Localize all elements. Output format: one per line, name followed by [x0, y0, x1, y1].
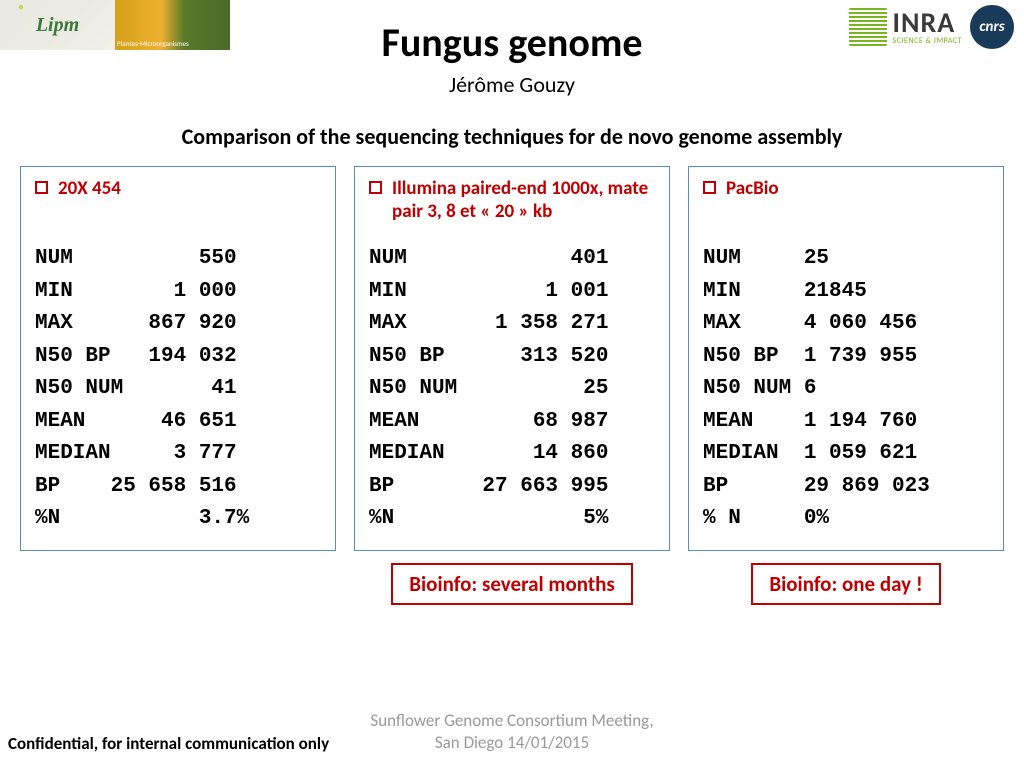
- panel-454: 20X 454 NUM 550 MIN 1 000 MAX 867 920 N5…: [20, 166, 336, 551]
- footer: Confidential, for internal communication…: [0, 710, 1024, 754]
- callout-spacer: [20, 563, 336, 605]
- header: Lipm Plantes-Microorganismes INRA SCIENC…: [0, 0, 1024, 105]
- callout-oneday: Bioinfo: one day !: [751, 563, 940, 605]
- panel-pacbio-title: PacBio: [726, 177, 779, 200]
- callout-months: Bioinfo: several months: [391, 563, 633, 605]
- bullet-icon: [703, 181, 716, 194]
- panel-454-stats: NUM 550 MIN 1 000 MAX 867 920 N50 BP 194…: [35, 243, 321, 536]
- panel-illumina: Illumina paired-end 1000x, mate pair 3, …: [354, 166, 670, 551]
- meeting-line1: Sunflower Genome Consortium Meeting,: [0, 710, 1024, 732]
- callouts-row: Bioinfo: several months Bioinfo: one day…: [0, 551, 1024, 605]
- panel-pacbio-title-row: PacBio: [703, 177, 989, 227]
- inra-logo: INRA SCIENCE & IMPACT: [849, 8, 962, 46]
- panel-illumina-title: Illumina paired-end 1000x, mate pair 3, …: [392, 177, 655, 223]
- subtitle: Comparison of the sequencing techniques …: [0, 123, 1024, 150]
- panel-454-title: 20X 454: [58, 177, 121, 200]
- panels-row: 20X 454 NUM 550 MIN 1 000 MAX 867 920 N5…: [0, 150, 1024, 551]
- panel-pacbio: PacBio NUM 25 MIN 21845 MAX 4 060 456 N5…: [688, 166, 1004, 551]
- lipm-logo: Lipm: [0, 0, 115, 50]
- inra-sub-text: SCIENCE & IMPACT: [893, 37, 962, 45]
- lipm-caption: Plantes-Microorganismes: [117, 39, 189, 48]
- logo-left-group: Lipm Plantes-Microorganismes: [0, 0, 230, 50]
- callout-wrap-2: Bioinfo: one day !: [688, 563, 1004, 605]
- bullet-icon: [35, 181, 48, 194]
- cnrs-text: cnrs: [979, 18, 1004, 36]
- inra-text-block: INRA SCIENCE & IMPACT: [893, 9, 962, 45]
- sunflower-image: Plantes-Microorganismes: [115, 0, 230, 50]
- inra-bars-icon: [849, 8, 887, 46]
- logo-right-group: INRA SCIENCE & IMPACT cnrs: [849, 5, 1014, 49]
- panel-illumina-title-row: Illumina paired-end 1000x, mate pair 3, …: [369, 177, 655, 227]
- author-name: Jérôme Gouzy: [0, 71, 1024, 98]
- confidential-notice: Confidential, for internal communication…: [8, 733, 329, 754]
- lipm-text: Lipm: [36, 14, 79, 37]
- panel-pacbio-stats: NUM 25 MIN 21845 MAX 4 060 456 N50 BP 1 …: [703, 243, 989, 536]
- callout-wrap-1: Bioinfo: several months: [354, 563, 670, 605]
- bullet-icon: [369, 181, 382, 194]
- inra-main-text: INRA: [893, 9, 962, 37]
- cnrs-logo: cnrs: [970, 5, 1014, 49]
- panel-illumina-stats: NUM 401 MIN 1 001 MAX 1 358 271 N50 BP 3…: [369, 243, 655, 536]
- panel-454-title-row: 20X 454: [35, 177, 321, 227]
